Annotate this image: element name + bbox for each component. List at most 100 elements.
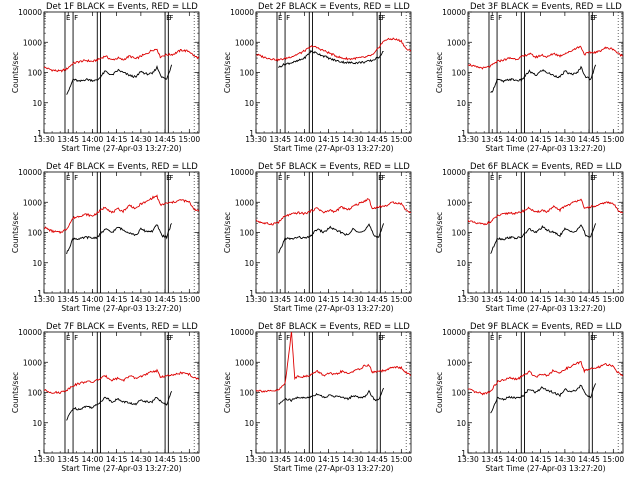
- x-tick-label: 14:45: [154, 295, 176, 304]
- x-tick-label: 14:00: [82, 135, 104, 144]
- x-tick-label: 14:00: [506, 455, 528, 464]
- y-tick-label: 1000: [23, 358, 42, 367]
- x-axis-label: Start Time (27-Apr-03 13:27:20): [485, 144, 605, 153]
- panel-1: Det 1F BLACK = Events, RED = LLD 1 10 100 10…: [11, 2, 200, 153]
- x-tick-label: 13:45: [57, 455, 79, 464]
- x-tick-label: 14:30: [342, 135, 364, 144]
- x-tick-label: 13:45: [481, 135, 503, 144]
- x-tick-label: 14:45: [578, 135, 600, 144]
- x-tick-label: 14:15: [530, 135, 552, 144]
- marker-flag: F: [74, 174, 78, 182]
- panel-title: Det 2F BLACK = Events, RED = LLD: [258, 2, 410, 12]
- marker-flag: F: [593, 174, 597, 182]
- marker-flag: F: [169, 14, 173, 22]
- x-tick-label: 14:30: [554, 135, 576, 144]
- marker-flag: E: [278, 334, 282, 342]
- marker-flag: E: [278, 174, 282, 182]
- x-axis-label: Start Time (27-Apr-03 13:27:20): [61, 144, 181, 153]
- y-tick-label: 10000: [442, 8, 466, 17]
- series-events-line: [278, 223, 385, 254]
- x-tick-label: 14:00: [506, 295, 528, 304]
- series-lld-line: [44, 368, 199, 395]
- x-tick-label: 14:45: [154, 455, 176, 464]
- x-tick-label: 14:45: [366, 455, 388, 464]
- series-events-line: [278, 49, 384, 68]
- y-tick-label: 10: [32, 419, 42, 428]
- panel-title: Det 7F BLACK = Events, RED = LLD: [46, 322, 198, 332]
- x-tick-label: 13:30: [33, 455, 55, 464]
- marker-flag: E: [278, 14, 282, 22]
- x-tick-label: 14:45: [578, 295, 600, 304]
- panel-title: Det 6F BLACK = Events, RED = LLD: [470, 162, 622, 172]
- marker-flag: F: [169, 174, 173, 182]
- series-events-line: [278, 387, 385, 405]
- x-tick-label: 14:15: [530, 455, 552, 464]
- plot-frame: [43, 171, 200, 294]
- marker-flag: F: [169, 334, 173, 342]
- x-tick-label: 15:00: [603, 295, 625, 304]
- x-tick-label: 14:30: [130, 135, 152, 144]
- y-tick-label: 1000: [235, 358, 254, 367]
- x-tick-label: 13:45: [269, 295, 291, 304]
- y-axis-label: Counts/sec: [11, 372, 20, 413]
- y-tick-label: 10000: [442, 328, 466, 337]
- x-tick-label: 13:30: [33, 295, 55, 304]
- y-tick-label: 100: [452, 389, 467, 398]
- series-events-line: [490, 383, 597, 414]
- x-tick-label: 14:30: [554, 295, 576, 304]
- x-tick-label: 14:45: [366, 295, 388, 304]
- panel-3: Det 3F BLACK = Events, RED = LLD 1 10 100 10…: [435, 2, 624, 153]
- x-tick-label: 13:45: [57, 135, 79, 144]
- x-tick-label: 15:00: [391, 295, 413, 304]
- x-tick-label: 13:30: [33, 135, 55, 144]
- x-tick-label: 13:45: [269, 135, 291, 144]
- y-axis-label: Counts/sec: [435, 52, 444, 93]
- marker-flag: E: [490, 174, 494, 182]
- y-tick-label: 10000: [230, 328, 254, 337]
- x-tick-label: 13:45: [481, 295, 503, 304]
- series-lld-line: [468, 45, 623, 70]
- x-tick-label: 15:00: [391, 455, 413, 464]
- y-tick-label: 100: [240, 69, 255, 78]
- plot-frame: [255, 11, 412, 134]
- panel-title: Det 9F BLACK = Events, RED = LLD: [470, 322, 622, 332]
- marker-flag: F: [498, 334, 502, 342]
- y-tick-label: 10: [32, 259, 42, 268]
- x-tick-label: 15:00: [179, 455, 201, 464]
- x-tick-label: 13:30: [245, 295, 267, 304]
- panel-7: Det 7F BLACK = Events, RED = LLD 1 10 100 10…: [11, 322, 200, 473]
- marker-flag: F: [593, 14, 597, 22]
- x-tick-label: 15:00: [603, 135, 625, 144]
- series-lld-line: [256, 198, 411, 226]
- panel-8: Det 8F BLACK = Events, RED = LLD 1 10 100 10…: [223, 322, 412, 473]
- y-tick-label: 1: [249, 449, 254, 458]
- y-tick-label: 1000: [447, 358, 466, 367]
- y-tick-label: 1000: [23, 38, 42, 47]
- series-lld-line: [44, 194, 199, 235]
- x-tick-label: 14:45: [366, 135, 388, 144]
- x-tick-label: 15:00: [179, 135, 201, 144]
- series-events-line: [66, 223, 172, 255]
- marker-flag: E: [66, 334, 70, 342]
- panel-title: Det 3F BLACK = Events, RED = LLD: [470, 2, 622, 12]
- panel-2: Det 2F BLACK = Events, RED = LLD 1 10 100 10…: [223, 2, 412, 153]
- x-tick-label: 14:00: [294, 295, 316, 304]
- y-tick-label: 1: [37, 129, 42, 138]
- x-tick-label: 14:15: [318, 135, 340, 144]
- x-tick-label: 13:45: [481, 455, 503, 464]
- series-lld-line: [256, 37, 411, 62]
- y-tick-label: 1000: [447, 198, 466, 207]
- y-tick-label: 1: [461, 129, 466, 138]
- y-tick-label: 1000: [23, 198, 42, 207]
- series-lld-line: [44, 48, 199, 73]
- y-tick-label: 1: [249, 129, 254, 138]
- y-tick-label: 10: [244, 419, 254, 428]
- x-tick-label: 14:30: [554, 455, 576, 464]
- y-tick-label: 10000: [18, 328, 42, 337]
- panel-title: Det 1F BLACK = Events, RED = LLD: [46, 2, 198, 12]
- y-tick-label: 10: [244, 259, 254, 268]
- x-tick-label: 15:00: [391, 135, 413, 144]
- x-axis-label: Start Time (27-Apr-03 13:27:20): [61, 304, 181, 313]
- x-axis-label: Start Time (27-Apr-03 13:27:20): [273, 144, 393, 153]
